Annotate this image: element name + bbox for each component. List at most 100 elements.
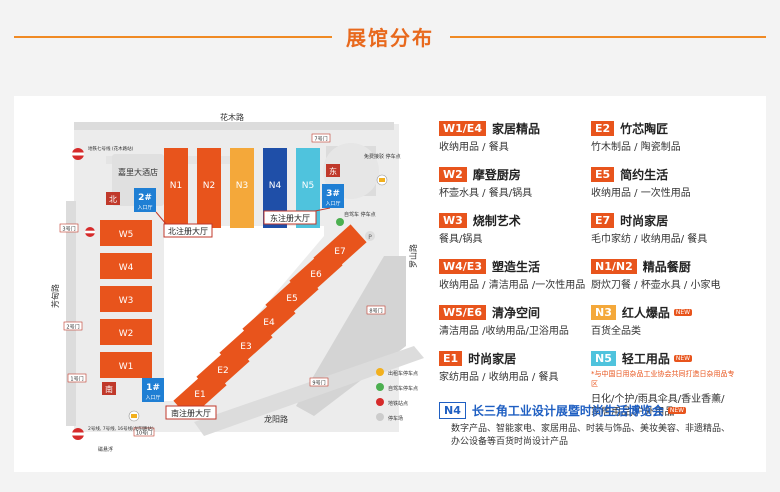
legend-item: W4/E3 塑造生活 收纳用品 / 清洁用品 /一次性用品 (439, 256, 589, 292)
gate-10: 10号门 (133, 427, 155, 437)
hall-W5: W5 (100, 220, 152, 246)
svg-text:N3: N3 (236, 181, 248, 191)
legend-code-badge: E5 (591, 167, 615, 182)
svg-text:N1: N1 (170, 181, 182, 191)
legend-code-badge: N3 (591, 305, 616, 320)
svg-text:E2: E2 (217, 366, 228, 376)
legend-item: W1/E4 家居精品 收纳用品 / 餐具 (439, 118, 589, 154)
taxi-icon-south (128, 410, 140, 422)
header-line-right (450, 36, 766, 38)
svg-text:入口厅: 入口厅 (325, 201, 340, 207)
metro-line2-label: 2号线, 7号线, 16号线(龙阳路站) (88, 425, 154, 432)
legend-code-badge: N5 (591, 351, 616, 366)
legend-desc: 竹木制品 / 陶瓷制品 (591, 142, 681, 153)
entrance-2: 2# 入口厅 (134, 188, 156, 212)
legend-code-badge: W2 (439, 167, 467, 182)
svg-text:2#: 2# (138, 193, 152, 203)
legend-desc: 毛巾家纺 / 收纳用品/ 餐具 (591, 234, 708, 245)
svg-text:3#: 3# (326, 189, 340, 199)
svg-text:8号门: 8号门 (369, 308, 382, 315)
parking-icon-east: P (365, 231, 375, 241)
legend-name: 精品餐厨 (642, 260, 691, 274)
map-legend: 出租车停车点 自驾车停车点 地铁站点 停车场 (376, 368, 418, 422)
gate-7: 7号门 (311, 133, 331, 143)
legend-name: 长三角工业设计展暨时尚生活博览会 (471, 404, 664, 418)
svg-text:9号门: 9号门 (312, 380, 325, 387)
legend-item: N1/N2 精品餐厨厨炊刀餐 / 杯壶水具 / 小家电 (591, 256, 741, 292)
legend-item: W2 摩登厨房 杯壶水具 / 餐具/锅具 (439, 164, 589, 200)
page-title: 展馆分布 (346, 26, 434, 50)
hall-W4: W4 (100, 253, 152, 279)
courtyard (164, 226, 324, 401)
legend-desc: 百货全品类 (591, 326, 641, 337)
road-south: 龙阳路 (264, 414, 288, 424)
metro-line7-icon (72, 148, 84, 160)
legend-name: 轻工用品 (621, 352, 670, 366)
road-east: 罗山路 (408, 244, 418, 268)
metro-line2-icon (72, 428, 84, 440)
svg-text:东注册大厅: 东注册大厅 (270, 213, 310, 223)
svg-text:出租车停车点: 出租车停车点 (388, 370, 418, 377)
legend-name: 时尚家居 (620, 214, 669, 228)
legend-item: E2 竹芯陶匠 竹木制品 / 陶瓷制品 (591, 118, 741, 154)
legend-item: N4 长三角工业设计展暨时尚生活博览会 NEW 数字产品、智能家电、家居用品、时装与饰… (439, 400, 764, 449)
svg-text:自驾车停车点: 自驾车停车点 (388, 385, 418, 392)
bike-parking-icon (336, 218, 344, 226)
north-road (74, 122, 394, 130)
svg-text:W2: W2 (119, 329, 134, 339)
legend-item: W3 烧制艺术 餐具/锅具 (439, 210, 589, 246)
legend-desc: 收纳用品 / 餐具 (439, 142, 509, 153)
legend-name: 清净空间 (491, 306, 540, 320)
svg-text:N4: N4 (269, 181, 282, 191)
svg-text:入口厅: 入口厅 (145, 395, 160, 401)
legend-name: 塑造生活 (491, 260, 540, 274)
svg-text:2号门: 2号门 (66, 324, 79, 331)
taxi-parking-icon (376, 174, 388, 186)
legend-desc: 日化/个护/雨具伞具/香业香薰/ 家居用品/户外用品 (591, 394, 725, 418)
legend-name: 时尚家居 (468, 352, 517, 366)
svg-text:7号门: 7号门 (314, 136, 327, 143)
hall-N2: N2 (197, 148, 221, 228)
hall-N1: N1 (164, 148, 188, 228)
svg-text:东: 东 (329, 166, 337, 176)
south-registration-hall: 南注册大厅 (165, 405, 217, 420)
legend-item: N3 红人爆品 NEW 百货全品类 (591, 302, 741, 338)
header-line-left (14, 36, 332, 38)
gate-2: 2号门 (63, 321, 83, 331)
svg-text:P: P (368, 234, 372, 241)
new-tag: NEW (673, 309, 693, 316)
hall-N3: N3 (230, 148, 254, 228)
svg-text:W4: W4 (119, 263, 134, 273)
legend-name: 家居精品 (491, 122, 540, 136)
gate-3: 3号门 (59, 223, 79, 233)
new-tag: NEW (667, 407, 687, 414)
metro-mid-icon (85, 227, 95, 237)
svg-text:1#: 1# (146, 383, 160, 393)
legend-name: 烧制艺术 (472, 214, 521, 228)
svg-text:1号门: 1号门 (70, 376, 83, 383)
hall-W3: W3 (100, 286, 152, 312)
svg-text:10号门: 10号门 (136, 430, 152, 437)
legend-name: 简约生活 (620, 168, 669, 182)
svg-text:E3: E3 (240, 342, 251, 352)
svg-text:E5: E5 (286, 294, 297, 304)
svg-text:E4: E4 (263, 318, 275, 328)
metro-line7-label: 地铁七号线 (花木路站) (88, 145, 134, 152)
legend-desc: 厨炊刀餐 / 杯壶水具 / 小家电 (591, 280, 721, 291)
hall-W2: W2 (100, 319, 152, 345)
legend-item: E5 简约生活 收纳用品 / 一次性用品 (591, 164, 741, 200)
bike-parking-label: 自驾车 停车点 (344, 211, 376, 218)
legend-name: 摩登厨房 (472, 168, 521, 182)
legend-code-badge: N1/N2 (591, 259, 637, 274)
legend-code-badge: E2 (591, 121, 615, 136)
legend-item: E7 时尚家居 毛巾家纺 / 收纳用品/ 餐具 (591, 210, 741, 246)
free-shuttle-label: 免费接驳 停车点 (364, 153, 401, 160)
svg-text:停车场: 停车场 (388, 415, 403, 422)
entrance-3: 3# 入口厅 (322, 184, 344, 208)
legend-code-badge: W3 (439, 213, 467, 228)
legend-item: N5 轻工用品 NEW *与中国日用杂品工业协会共同打造日杂用品专区 日化/个护/雨具伞… (591, 348, 741, 419)
road-north: 花木路 (220, 112, 244, 122)
legend-desc: 数字产品、智能家电、家居用品、时装与饰品、美妆美容、非遗精品、 办公设备等百货时… (451, 424, 731, 447)
venue-map: 嘉里大酒店 N1 N2 N3 N4 N5 W5 W4 W3 W2 W1 E7 E… (14, 96, 444, 472)
north-registration-hall: 北注册大厅 (155, 211, 213, 238)
